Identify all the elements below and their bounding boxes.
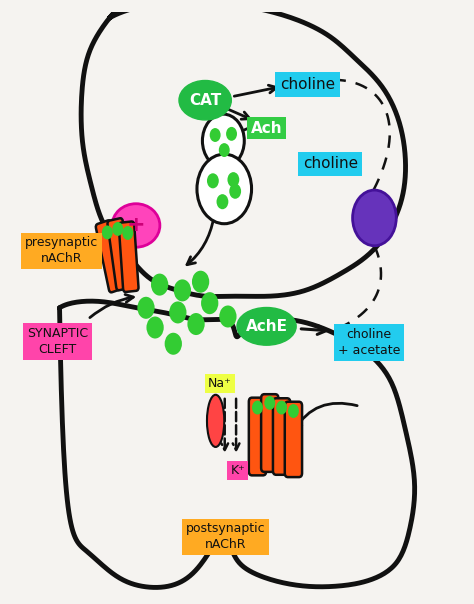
Circle shape bbox=[276, 400, 287, 414]
Circle shape bbox=[192, 271, 209, 293]
Circle shape bbox=[228, 172, 239, 187]
Text: choline: choline bbox=[280, 77, 335, 92]
Circle shape bbox=[137, 297, 155, 319]
Circle shape bbox=[197, 154, 252, 223]
Text: presynaptic
nAChR: presynaptic nAChR bbox=[25, 237, 99, 266]
Circle shape bbox=[102, 225, 113, 239]
FancyBboxPatch shape bbox=[273, 398, 290, 475]
Circle shape bbox=[219, 306, 237, 327]
FancyBboxPatch shape bbox=[261, 394, 278, 472]
FancyBboxPatch shape bbox=[119, 222, 138, 292]
Text: AchE: AchE bbox=[246, 319, 288, 334]
Circle shape bbox=[219, 143, 230, 157]
Text: CAT: CAT bbox=[189, 93, 221, 108]
Circle shape bbox=[252, 400, 263, 414]
Circle shape bbox=[210, 128, 220, 142]
Polygon shape bbox=[81, 1, 406, 297]
Text: Na⁺: Na⁺ bbox=[208, 377, 232, 390]
Circle shape bbox=[122, 226, 133, 240]
Circle shape bbox=[353, 190, 396, 246]
Ellipse shape bbox=[237, 307, 296, 345]
Text: +: + bbox=[127, 216, 146, 236]
FancyBboxPatch shape bbox=[108, 218, 132, 291]
Text: SYNAPTIC
CLEFT: SYNAPTIC CLEFT bbox=[27, 327, 88, 356]
Circle shape bbox=[202, 114, 244, 167]
Circle shape bbox=[151, 274, 168, 295]
Circle shape bbox=[146, 316, 164, 338]
Circle shape bbox=[288, 404, 299, 418]
Text: K⁺: K⁺ bbox=[230, 464, 245, 477]
Circle shape bbox=[229, 184, 241, 199]
Circle shape bbox=[217, 194, 228, 209]
FancyBboxPatch shape bbox=[249, 397, 266, 475]
Text: Ach: Ach bbox=[251, 121, 283, 135]
Circle shape bbox=[112, 222, 123, 236]
Text: choline: choline bbox=[303, 156, 358, 172]
Circle shape bbox=[187, 313, 205, 335]
Ellipse shape bbox=[112, 204, 160, 247]
Ellipse shape bbox=[207, 395, 224, 447]
Circle shape bbox=[169, 301, 186, 324]
Circle shape bbox=[201, 292, 219, 314]
Circle shape bbox=[226, 127, 237, 141]
Circle shape bbox=[207, 173, 219, 188]
Ellipse shape bbox=[179, 80, 231, 120]
Text: choline
+ acetate: choline + acetate bbox=[338, 328, 400, 357]
Circle shape bbox=[174, 280, 191, 301]
Circle shape bbox=[164, 333, 182, 355]
FancyBboxPatch shape bbox=[285, 402, 302, 477]
FancyBboxPatch shape bbox=[96, 220, 124, 292]
Text: postsynaptic
nAChR: postsynaptic nAChR bbox=[186, 522, 265, 551]
Polygon shape bbox=[60, 301, 415, 588]
Circle shape bbox=[264, 396, 275, 410]
